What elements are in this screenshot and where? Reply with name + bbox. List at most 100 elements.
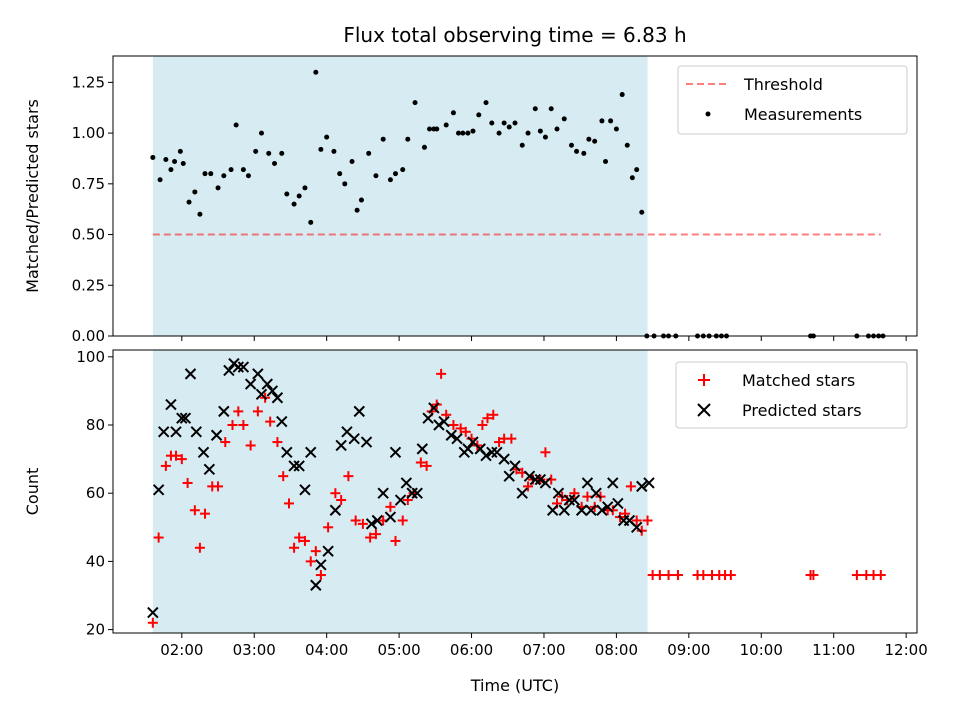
predicted-star-d2 (190, 426, 203, 438)
predicted-star-point (152, 484, 165, 496)
predicted-star-d2 (636, 480, 648, 493)
predicted-star-d2 (596, 504, 608, 516)
predicted-star-d2 (523, 470, 536, 482)
legend-predicted-swatch (697, 403, 711, 417)
predicted-star-d2 (438, 415, 450, 428)
ratio-legend-box (677, 65, 908, 135)
measurement-point (342, 181, 348, 187)
predicted-star-d2 (157, 426, 170, 438)
matched-star-point (350, 515, 361, 526)
measurement-point (208, 171, 214, 177)
predicted-star-point (428, 402, 440, 414)
measurement-point (313, 69, 319, 75)
count-axes-frame (112, 349, 918, 634)
predicted-star-d2 (365, 518, 378, 530)
predicted-star-point (546, 504, 559, 516)
matched-star-point (305, 556, 316, 567)
predicted-star-d2 (612, 497, 624, 510)
matched-star-point (343, 471, 354, 482)
predicted-star-point (223, 364, 235, 377)
matched-star-point (336, 495, 347, 506)
predicted-star-d2 (491, 446, 503, 458)
matched-star-point (160, 460, 171, 471)
x-tick-label: 03:00 (233, 641, 276, 659)
matched-star-point (636, 525, 647, 536)
predicted-star-d2 (197, 446, 210, 458)
predicted-star-d2 (299, 484, 311, 496)
predicted-star-d2 (237, 361, 250, 373)
count-y-axis-label: Count (23, 468, 42, 516)
matched-star-point (265, 416, 276, 427)
y-tick-label: 80 (86, 416, 105, 434)
y-tick-label: 0.75 (72, 175, 105, 193)
predicted-star-point (147, 606, 159, 619)
predicted-star-point (400, 477, 413, 489)
predicted-star-point (348, 432, 360, 445)
predicted-star-point (590, 487, 602, 499)
measurement-point (629, 175, 635, 181)
measurement-point (197, 211, 203, 217)
predicted-star-point (384, 511, 397, 523)
ratio-y-ticks: 0.00 0.25 0.50 0.75 1.00 1.25 (72, 73, 113, 345)
measurement-point (240, 167, 246, 173)
predicted-star-d2 (607, 477, 619, 489)
predicted-star-d2 (152, 484, 165, 496)
y-tick-label: 100 (76, 348, 105, 366)
measurement-point (537, 128, 543, 134)
predicted-star-d2 (353, 405, 365, 418)
ratio-panel: 0.00 0.25 0.50 0.75 1.00 1.25 Matched/Predict… (23, 55, 918, 345)
predicted-star-d2 (244, 378, 257, 390)
measurement-point (542, 134, 548, 140)
measurement-point (506, 124, 512, 130)
predicted-star-d2 (261, 378, 273, 390)
measurement-point (476, 112, 482, 118)
predicted-star-point (643, 477, 655, 489)
predicted-star-d2 (422, 412, 434, 424)
measurement-point (412, 100, 418, 106)
predicted-star-d2 (411, 487, 423, 499)
x-tick-label: 02:00 (160, 641, 203, 659)
predicted-star-point (271, 392, 284, 404)
predicted-star-d2 (360, 436, 373, 448)
predicted-star-point (575, 504, 588, 516)
predicted-star-point (503, 470, 515, 482)
measurement-point (192, 189, 198, 195)
x-tick-label: 06:00 (450, 641, 493, 659)
matched-star-point (310, 546, 321, 557)
predicted-star-point (353, 405, 365, 418)
predicted-star-point (462, 443, 474, 455)
matched-star-point (238, 420, 249, 431)
measurement-point (548, 106, 554, 112)
predicted-star-d2 (534, 473, 547, 486)
predicted-star-d2 (176, 412, 188, 424)
predicted-star-point (563, 494, 576, 506)
predicted-star-point (411, 487, 423, 499)
predicted-star-d2 (184, 368, 197, 380)
measurement-points (150, 69, 886, 339)
predicted-star-point (281, 446, 293, 458)
matched-star-point (289, 542, 300, 553)
measurement-point (443, 122, 449, 128)
matched-star-point (220, 437, 231, 448)
predicted-star-d2 (509, 460, 521, 472)
predicted-star-point (365, 518, 378, 530)
y-tick-label: 40 (86, 552, 105, 570)
measurement-point (258, 130, 264, 136)
measurement-point (302, 185, 308, 191)
measurement-point (172, 159, 178, 165)
predicted-star-d2 (341, 426, 353, 438)
predicted-star-d2 (581, 477, 594, 489)
measurement-point (215, 185, 221, 191)
measurement-point (532, 106, 538, 112)
predicted-star-d2 (170, 426, 182, 438)
matched-star-point (370, 529, 381, 540)
measurement-point (427, 126, 433, 132)
legend-matched-swatch (698, 374, 710, 386)
count-panel: 20 40 60 80 100 02:00 03:00 04:00 05:00 06:00 07:… (23, 348, 928, 695)
predicted-star-point (210, 429, 223, 441)
predicted-star-d2 (516, 487, 528, 499)
predicted-star-point (581, 477, 594, 489)
predicted-star-point (612, 497, 624, 510)
predicted-star-d2 (377, 487, 389, 499)
predicted-star-point (315, 559, 327, 571)
